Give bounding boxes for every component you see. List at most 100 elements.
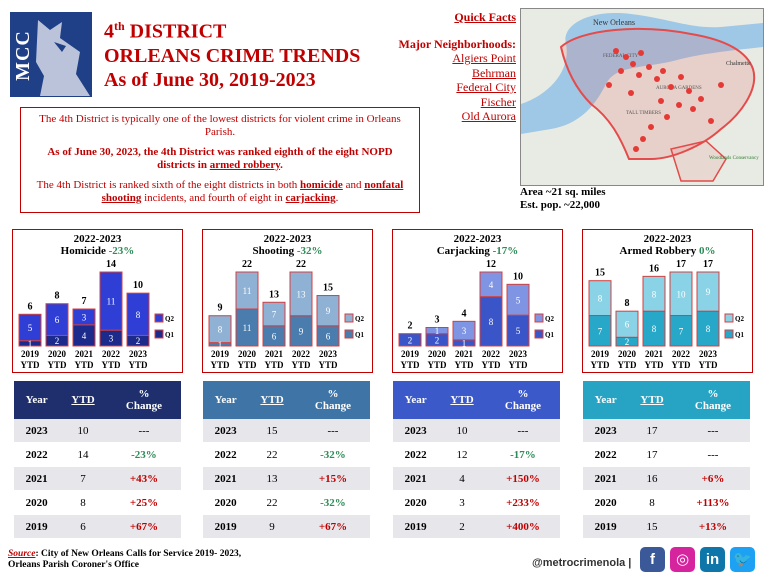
table-header: Year YTD% Change <box>583 381 750 419</box>
year-cell: 2019 <box>393 514 439 539</box>
column-header: YTD <box>248 381 296 419</box>
social-handle[interactable]: @metrocrimenola | <box>532 557 632 569</box>
x-tick-label: YTD <box>508 360 528 370</box>
change-cell: --- <box>295 419 370 443</box>
q2-value-label: 11 <box>243 286 252 296</box>
quick-facts-title[interactable]: Quick Facts <box>454 10 516 24</box>
page-title: 4th DISTRICT ORLEANS CRIME TRENDS As of … <box>104 14 360 92</box>
neighborhood-link[interactable]: Algiers Point <box>452 51 516 65</box>
linkedin-icon[interactable]: in <box>700 547 725 572</box>
q1-value-label: 8 <box>489 317 494 327</box>
bar-q2 <box>99 271 123 331</box>
q1-value-label: 7 <box>679 326 684 336</box>
q1-value-label: 5 <box>516 326 521 336</box>
x-tick-label: 2022 <box>482 349 501 359</box>
legend-q2-label: Q2 <box>545 315 554 323</box>
x-tick-label: 2022 <box>292 349 311 359</box>
bar-q2 <box>642 275 666 312</box>
legend-q1-label: Q1 <box>735 331 744 339</box>
ytd-cell: 15 <box>628 514 676 539</box>
year-cell: 2020 <box>203 490 249 515</box>
x-tick-label: YTD <box>237 360 257 370</box>
total-value-label: 6 <box>28 301 33 312</box>
neighborhood-link[interactable]: Old Aurora <box>461 109 516 123</box>
x-tick-label: 2020 <box>428 349 447 359</box>
q2-value-label: 6 <box>55 315 60 325</box>
x-tick-label: 2021 <box>265 349 284 359</box>
neighborhood-link[interactable]: Fischer <box>480 94 516 109</box>
instagram-icon[interactable]: ◎ <box>670 547 695 572</box>
column-header: YTD <box>628 381 676 419</box>
facebook-icon[interactable]: f <box>640 547 665 572</box>
x-tick-label: YTD <box>264 360 284 370</box>
q2-value-label: 8 <box>598 294 603 304</box>
table-row: 2020 22 -32% <box>203 490 370 515</box>
year-cell: 2020 <box>14 490 60 515</box>
q2-value-label: 5 <box>28 323 33 333</box>
map-label-tall-timbers: TALL TIMBERS <box>626 111 661 116</box>
q1-value-label: 1 <box>462 338 467 348</box>
table-row: 2020 8 +113% <box>583 490 750 515</box>
ytd-cell: 6 <box>59 514 107 539</box>
bar-q2 <box>479 271 503 298</box>
year-cell: 2020 <box>393 490 439 515</box>
table-row: 2020 3 +233% <box>393 490 560 515</box>
bar-q2 <box>262 301 286 327</box>
bar-q2 <box>45 303 69 336</box>
x-tick-label: YTD <box>617 360 637 370</box>
change-cell: +113% <box>675 490 750 515</box>
total-value-label: 16 <box>649 263 659 274</box>
legend-q1-swatch <box>344 329 354 339</box>
source-note: Source: City of New Orleans Calls for Se… <box>8 549 242 570</box>
ytd-cell: 2 <box>438 514 486 539</box>
map-label-chalmette: Chalmette <box>726 61 751 67</box>
year-cell: 2022 <box>203 442 249 467</box>
q2-value-label: 8 <box>136 310 141 320</box>
column-header: Year <box>393 381 439 419</box>
table-row: 2022 14 -23% <box>14 442 181 467</box>
change-cell: +400% <box>485 514 560 539</box>
population-text: Est. pop. ~22,000 <box>520 199 600 211</box>
district-map: New Orleans FEDERAL CITY Chalmette TALL … <box>520 8 764 186</box>
neighborhood-link[interactable]: Behrman <box>472 65 516 80</box>
change-cell: +233% <box>485 490 560 515</box>
legend-q1-swatch <box>534 329 544 339</box>
bar-q2 <box>18 313 42 342</box>
total-value-label: 17 <box>703 259 713 270</box>
year-cell: 2019 <box>583 514 629 539</box>
ytd-cell: 10 <box>438 419 486 443</box>
table-row: 2021 7 +43% <box>14 466 181 491</box>
q2-value-label: 5 <box>516 295 521 305</box>
table-row: 2021 13 +15% <box>203 466 370 491</box>
change-cell: -32% <box>295 490 370 515</box>
total-value-label: 22 <box>296 259 306 270</box>
total-value-label: 8 <box>55 291 60 302</box>
q2-value-label: 3 <box>462 326 467 336</box>
map-graphic: New Orleans FEDERAL CITY Chalmette TALL … <box>521 9 763 185</box>
year-cell: 2023 <box>203 419 249 443</box>
source-label: Source <box>8 549 36 559</box>
total-value-label: 2 <box>408 321 413 332</box>
armed-robbery-chart: 78152019YTD2682020YTD88162021YTD71017202… <box>588 259 744 370</box>
x-tick-label: 2019 <box>21 349 40 359</box>
table-row: 2019 15 +13% <box>583 514 750 539</box>
q1-value-label: 9 <box>299 326 304 336</box>
ytd-cell: 22 <box>248 490 296 515</box>
change-cell: +67% <box>295 514 370 539</box>
x-tick-label: YTD <box>101 360 121 370</box>
twitter-icon[interactable]: 🐦 <box>730 547 755 572</box>
shooting-chart: 1892019YTD1111222020YTD67132021YTD913222… <box>208 259 364 370</box>
intro-p2: As of June 30, 2023, the 4th District wa… <box>47 146 393 171</box>
q2-value-label: 7 <box>272 310 277 320</box>
table-header: Year YTD% Change <box>14 381 181 419</box>
ytd-cell: 8 <box>59 490 107 515</box>
year-cell: 2023 <box>393 419 439 443</box>
neighborhood-link[interactable]: Federal City <box>456 80 516 94</box>
bar-q2 <box>696 271 720 312</box>
bar-q2 <box>669 271 693 317</box>
year-cell: 2022 <box>583 442 629 467</box>
q2-value-label: 11 <box>107 297 116 307</box>
table-row: 2019 9 +67% <box>203 514 370 539</box>
year-cell: 2019 <box>203 514 249 539</box>
x-tick-label: 2023 <box>699 349 718 359</box>
